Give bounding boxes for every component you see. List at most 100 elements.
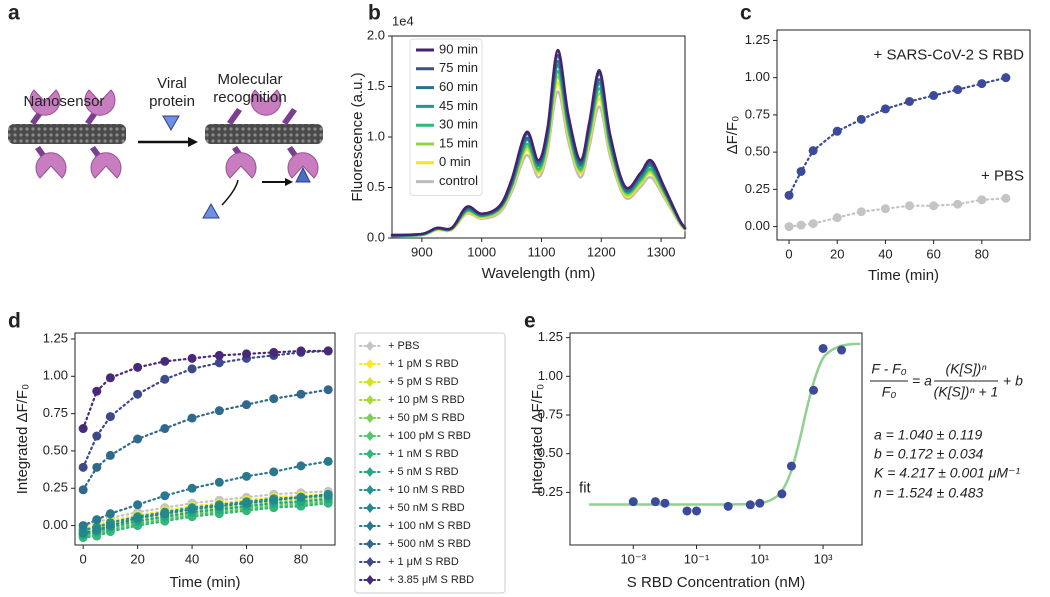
data-point <box>296 389 306 399</box>
data-point <box>777 489 787 499</box>
legend-label: 45 min <box>439 98 478 113</box>
y-axis-label: Fluorescence (a.u.) <box>349 72 366 201</box>
data-point <box>92 386 102 396</box>
legend-marker <box>366 341 374 351</box>
receptor <box>29 89 319 179</box>
legend-label: + 100 pM S RBD <box>388 430 471 442</box>
data-point <box>105 450 115 460</box>
x-tick-label: 10¹ <box>750 551 769 566</box>
data-point <box>160 509 170 519</box>
data-point <box>723 501 733 511</box>
data-point <box>133 500 143 510</box>
series-line <box>82 349 330 430</box>
series-label: + SARS-CoV-2 S RBD <box>874 47 1025 64</box>
series-line <box>82 349 330 469</box>
panel-label: c <box>740 2 752 25</box>
data-point <box>187 483 197 493</box>
y-tick-label: 0.25 <box>43 480 68 495</box>
legend-label: 0 min <box>439 154 471 169</box>
data-point <box>796 166 806 176</box>
x-tick-label: 0 <box>80 551 87 566</box>
y-tick-label: 1.00 <box>43 368 68 383</box>
y-tick-label: 0.0 <box>367 229 385 244</box>
data-point <box>105 412 115 422</box>
panel-label: b <box>368 2 381 25</box>
legend-box <box>354 332 506 594</box>
data-point <box>160 374 170 384</box>
legend-marker <box>366 521 374 531</box>
data-point <box>269 347 279 357</box>
data-point <box>832 213 842 223</box>
data-point <box>242 349 252 359</box>
data-point <box>682 506 692 516</box>
x-tick-label: 0 <box>785 246 792 261</box>
x-axis-label: Wavelength (nm) <box>482 265 596 282</box>
data-point <box>905 201 915 211</box>
y-tick-label: 1.0 <box>367 128 385 143</box>
data-point <box>269 495 279 505</box>
arrow-head <box>188 137 198 147</box>
data-point <box>133 362 143 372</box>
legend-label: + 50 nM S RBD <box>388 502 465 514</box>
legend-label: + 5 nM S RBD <box>388 466 459 478</box>
legend-label: + 3.85 μM S RBD <box>388 574 474 586</box>
diagram-label: recognition <box>213 89 286 106</box>
data-point <box>808 146 818 156</box>
viral-protein <box>295 166 311 183</box>
data-point <box>880 104 890 114</box>
equation-term: F₀ <box>882 384 897 400</box>
data-point <box>929 201 939 211</box>
y-tick-label: 0.75 <box>745 106 770 121</box>
x-axis-label: Time (min) <box>169 574 240 591</box>
arrow-head <box>285 178 293 186</box>
data-point <box>105 509 115 519</box>
data-point <box>784 190 794 200</box>
data-point <box>323 491 333 501</box>
legend-label: 30 min <box>439 117 478 132</box>
legend-marker <box>366 431 374 441</box>
diagram: Nanosensor Viral protein Molecular recog… <box>8 71 323 219</box>
x-tick-label: 10⁻¹ <box>684 551 710 566</box>
data-point <box>78 424 88 434</box>
fit-parameter: b = 0.172 ± 0.034 <box>874 446 983 462</box>
data-point <box>187 413 197 423</box>
data-point <box>660 498 670 508</box>
data-point <box>1001 73 1011 83</box>
data-point <box>92 431 102 441</box>
data-point <box>818 343 828 353</box>
y-tick-label: 0.75 <box>43 405 68 420</box>
data-point <box>78 528 88 538</box>
fit-label: fit <box>579 479 592 496</box>
equation: F - F₀ F₀ = a (K[S])ⁿ (K[S])ⁿ + 1 + b a … <box>870 361 1023 501</box>
x-tick-label: 1000 <box>467 244 496 259</box>
data-point <box>692 506 702 516</box>
data-point <box>323 346 333 356</box>
y-axis-label: ΔF/F₀ <box>724 116 741 155</box>
data-point <box>929 91 939 101</box>
plot-frame <box>776 29 1031 241</box>
x-tick-label: 1100 <box>528 244 556 259</box>
data-point <box>214 350 224 360</box>
x-tick-label: 60 <box>926 246 940 261</box>
legend-label: 75 min <box>439 60 478 75</box>
data-point <box>78 521 88 531</box>
diagram-label: Viral <box>157 75 187 92</box>
x-tick-label: 1200 <box>587 244 616 259</box>
data-point <box>187 504 197 514</box>
equation-term: F - F₀ <box>871 361 906 377</box>
data-point <box>160 424 170 434</box>
legend-label: + 100 nM S RBD <box>388 520 471 532</box>
y-tick-label: 1.25 <box>538 329 563 344</box>
viral-protein <box>202 202 220 219</box>
data-point <box>92 515 102 525</box>
data-point <box>78 485 88 495</box>
data-point <box>905 96 915 106</box>
data-point <box>92 525 102 535</box>
x-tick-label: 1300 <box>647 244 676 259</box>
legend-label: + 10 nM S RBD <box>388 484 465 496</box>
x-tick-label: 80 <box>975 246 989 261</box>
data-point <box>837 345 847 355</box>
data-point <box>1001 193 1011 203</box>
fit-parameter: a = 1.040 ± 0.119 <box>874 427 982 443</box>
